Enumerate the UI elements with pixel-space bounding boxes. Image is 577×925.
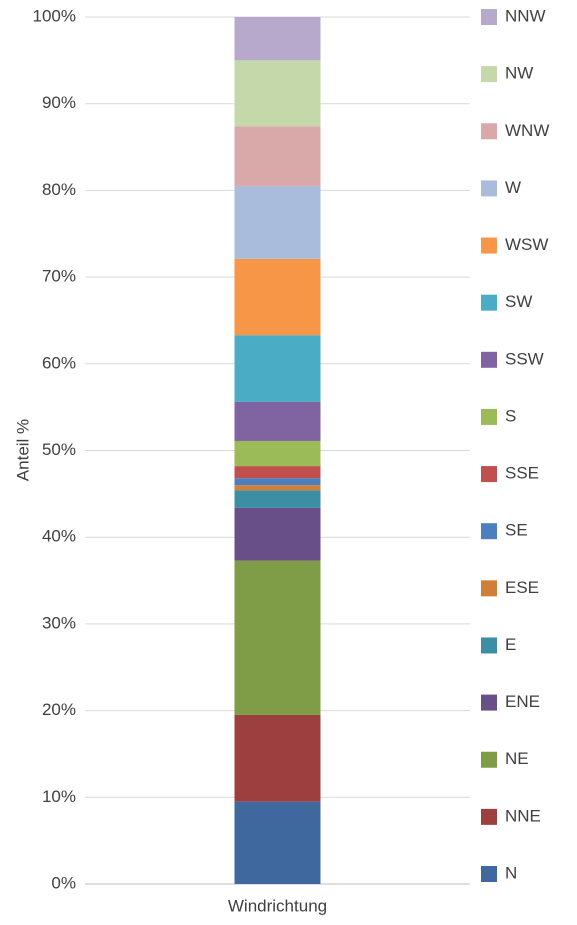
- y-axis-label: Anteil %: [13, 419, 32, 481]
- legend-label: NW: [505, 64, 533, 83]
- legend-swatch: [481, 180, 497, 197]
- legend-label: ENE: [505, 692, 540, 711]
- x-tick-label: Windrichtung: [228, 896, 327, 915]
- bar-segment: [234, 258, 321, 336]
- legend-label: NE: [505, 749, 529, 768]
- bar-segment: [234, 126, 321, 187]
- legend-label: SSW: [505, 349, 544, 368]
- legend-label: SW: [505, 292, 532, 311]
- legend-swatch: [481, 294, 497, 311]
- y-tick-label: 90%: [42, 93, 76, 112]
- legend-label: S: [505, 406, 516, 425]
- bar-segment: [234, 440, 321, 467]
- y-tick-label: 100%: [33, 6, 76, 25]
- legend-swatch: [481, 351, 497, 368]
- legend-label: W: [505, 178, 521, 197]
- legend-label: WSW: [505, 235, 548, 254]
- y-tick-label: 20%: [42, 700, 76, 719]
- legend-label: NNW: [505, 6, 546, 25]
- legend-swatch: [481, 9, 497, 25]
- legend-swatch: [481, 523, 497, 540]
- bar-segment: [234, 60, 321, 127]
- legend-swatch: [481, 751, 497, 768]
- legend-swatch: [481, 808, 497, 825]
- legend-swatch: [481, 123, 497, 140]
- legend-swatch: [481, 866, 497, 882]
- bar-segment: [234, 401, 321, 441]
- legend-label: SSE: [505, 464, 539, 483]
- legend-label: NNE: [505, 806, 541, 825]
- legend-swatch: [481, 637, 497, 654]
- legend-label: N: [505, 863, 517, 882]
- bar-segment: [234, 560, 321, 715]
- legend-swatch: [481, 580, 497, 597]
- y-tick-label: 0%: [51, 873, 76, 892]
- y-tick-label: 70%: [42, 267, 76, 286]
- bar-segment: [234, 335, 321, 402]
- y-tick-label: 10%: [42, 787, 76, 806]
- legend-swatch: [481, 408, 497, 425]
- legend-swatch: [481, 66, 497, 83]
- legend-label: E: [505, 635, 516, 654]
- legend-swatch: [481, 237, 497, 254]
- bar-segment: [234, 478, 321, 486]
- legend-label: WNW: [505, 121, 549, 140]
- y-tick-label: 50%: [42, 440, 76, 459]
- legend-swatch: [481, 466, 497, 483]
- bar-segment: [234, 466, 321, 479]
- bar-segment: [234, 17, 321, 61]
- bar-segment: [234, 490, 321, 508]
- bar-segment: [234, 186, 321, 259]
- bar-segment: [234, 485, 321, 491]
- y-tick-label: 30%: [42, 613, 76, 632]
- bar-segment: [234, 801, 321, 884]
- legend-label: SE: [505, 521, 528, 540]
- legend-label: ESE: [505, 578, 539, 597]
- y-tick-label: 80%: [42, 180, 76, 199]
- bar-segment: [234, 714, 321, 802]
- y-tick-label: 40%: [42, 527, 76, 546]
- y-tick-label: 60%: [42, 353, 76, 372]
- bar-segment: [234, 507, 321, 561]
- legend-swatch: [481, 694, 497, 711]
